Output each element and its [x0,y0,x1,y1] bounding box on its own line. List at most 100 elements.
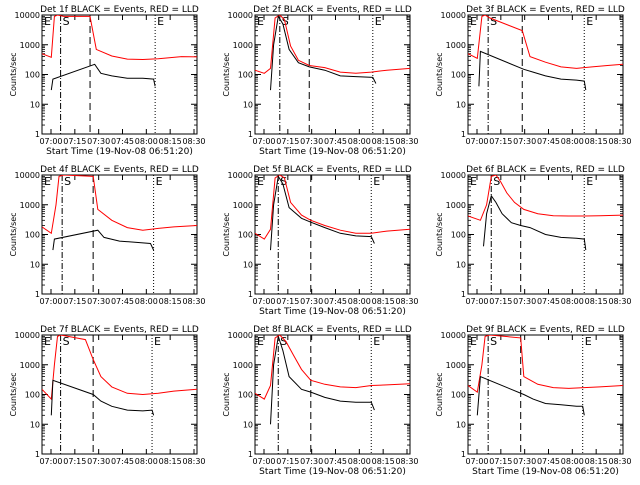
event-marker-label: E [257,15,264,28]
series-line-black [270,175,375,251]
y-tick-label: 100 [451,391,466,400]
chart-title: Det 5f BLACK = Events, RED = LLD [253,165,412,175]
x-tick-label: 07:00 [465,137,488,146]
event-marker-label: S [493,175,500,188]
y-tick-label: 10 [456,100,466,109]
x-tick-label: 08:15 [585,137,608,146]
chart-title: Det 7f BLACK = Events, RED = LLD [40,325,199,335]
x-tick-label: 07:30 [513,297,536,306]
x-tick-label: 08:30 [182,297,205,306]
y-tick-label: 1 [248,130,253,139]
chart-panel-1: Det 1f BLACK = Events, RED = LLD 1 10 100 10… [9,5,206,157]
y-tick-label: 10 [30,260,40,269]
series-line-red [255,175,410,240]
x-tick-label: 07:30 [87,137,110,146]
y-tick-label: 1000 [446,361,466,370]
event-marker-label: E [257,335,264,348]
series-line-red [255,335,410,400]
chart-title: Det 8f BLACK = Events, RED = LLD [253,325,412,335]
chart-panel-6: Det 6f BLACK = Events, RED = LLD 1 10 100 10… [435,165,632,306]
y-tick-label: 1000 [233,361,253,370]
y-tick-label: 1 [248,450,253,459]
chart-title: Det 6f BLACK = Events, RED = LLD [466,165,625,175]
x-tick-label: 08:15 [585,297,608,306]
x-tick-label: 08:30 [395,457,418,466]
x-tick-label: 07:00 [39,297,62,306]
x-tick-label: 07:30 [87,297,110,306]
series-line-black [50,63,156,91]
y-tick-label: 1000 [446,41,466,50]
y-tick-label: 100 [238,71,253,80]
x-axis-label: Start Time (19-Nov-08 06:51:20) [259,307,406,317]
plot-frame [467,334,624,455]
y-tick-label: 10000 [228,11,253,20]
series-line-black [52,229,155,251]
event-marker-label: E [373,335,380,348]
event-marker-label: S [280,335,287,348]
x-tick-label: 07:15 [63,137,86,146]
x-tick-label: 07:30 [300,137,323,146]
event-marker-label: E [585,335,592,348]
x-tick-label: 08:15 [372,137,395,146]
x-tick-label: 08:30 [182,457,205,466]
x-tick-label: 07:15 [63,457,86,466]
x-tick-label: 08:30 [608,457,631,466]
y-tick-label: 100 [25,231,40,240]
x-tick-label: 07:00 [39,457,62,466]
x-tick-label: 08:15 [159,297,182,306]
event-marker-label: E [373,175,380,188]
y-axis-label: Counts/sec [435,52,444,96]
event-marker-label: S [490,335,497,348]
x-tick-label: 07:30 [87,457,110,466]
x-tick-label: 07:45 [324,137,347,146]
x-tick-label: 07:15 [489,457,512,466]
x-tick-label: 08:15 [159,137,182,146]
x-tick-label: 08:00 [135,457,158,466]
x-tick-label: 08:30 [608,297,631,306]
y-axis-label: Counts/sec [222,52,231,96]
series-line-black [476,375,585,416]
chart-title: Det 4f BLACK = Events, RED = LLD [40,165,199,175]
x-tick-label: 08:00 [135,297,158,306]
y-tick-label: 100 [451,71,466,80]
x-axis-label: Start Time (19-Nov-08 06:51:20) [46,147,193,157]
y-tick-label: 10 [456,420,466,429]
event-marker-label: E [44,15,51,28]
x-tick-label: 07:30 [513,457,536,466]
event-marker-label: E [470,335,477,348]
y-tick-label: 100 [25,71,40,80]
x-tick-label: 08:00 [561,297,584,306]
y-tick-label: 1 [461,130,466,139]
y-tick-label: 100 [451,231,466,240]
y-axis-label: Counts/sec [9,52,18,96]
x-tick-label: 08:30 [182,137,205,146]
x-tick-label: 08:00 [348,297,371,306]
series-line-black [270,336,375,425]
chart-panel-9: Det 9f BLACK = Events, RED = LLD 1 10 100 10… [435,325,632,477]
event-marker-label: S [63,15,70,28]
event-marker-label: S [490,15,497,28]
x-tick-label: 07:45 [111,137,134,146]
y-axis-label: Counts/sec [222,372,231,416]
plot-frame [41,174,198,295]
y-axis-label: Counts/sec [222,212,231,256]
y-tick-label: 10 [30,420,40,429]
y-tick-label: 10 [456,260,466,269]
y-tick-label: 10000 [15,331,40,340]
chart-panel-8: Det 8f BLACK = Events, RED = LLD 1 10 100 10… [222,325,419,477]
chart-panel-5: Det 5f BLACK = Events, RED = LLD 1 10 100 10… [222,165,419,317]
y-tick-label: 10000 [15,171,40,180]
x-tick-label: 07:15 [276,137,299,146]
y-tick-label: 10 [243,260,253,269]
y-tick-label: 1000 [20,361,40,370]
event-marker-label: E [586,15,593,28]
chart-panel-3: Det 3f BLACK = Events, RED = LLD 1 10 100 10… [435,5,632,146]
x-tick-label: 07:15 [276,297,299,306]
event-marker-label: E [44,175,51,188]
series-line-red [42,175,197,235]
y-tick-label: 100 [238,391,253,400]
x-tick-label: 07:45 [537,297,560,306]
x-tick-label: 07:30 [300,457,323,466]
chart-panel-2: Det 2f BLACK = Events, RED = LLD 1 10 100 10… [222,5,419,157]
